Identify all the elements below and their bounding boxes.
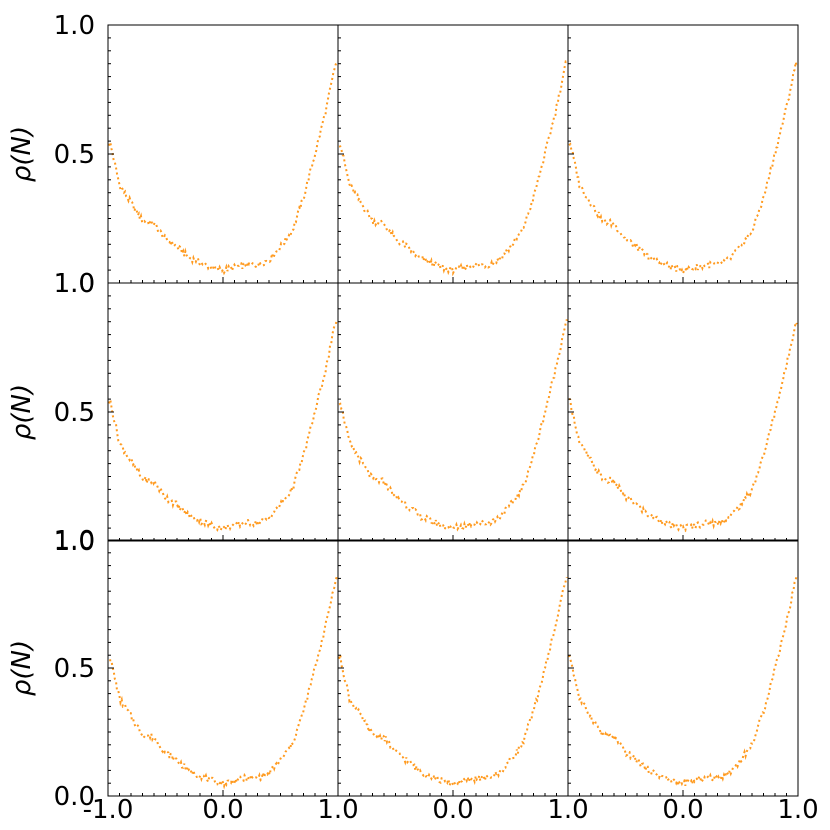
x-tick-label: 1.0 xyxy=(777,795,818,825)
panel-r1c2 xyxy=(567,282,799,542)
dotted-series-line xyxy=(338,60,568,277)
dotted-series-line xyxy=(568,575,798,789)
y-tick-label: 0.0 xyxy=(54,782,95,812)
panel-r1c0 xyxy=(107,282,339,542)
panel-frame xyxy=(337,24,569,284)
x-tick-label: 0.0 xyxy=(662,795,703,825)
dotted-series-line xyxy=(108,62,338,276)
panel-r2c0 xyxy=(107,539,339,797)
x-tick-label: 0.0 xyxy=(432,795,473,825)
dotted-series-line xyxy=(108,320,338,533)
y-tick-label: 1.0 xyxy=(54,527,95,557)
x-tick-label: 1.0 xyxy=(547,795,588,825)
dotted-series-line xyxy=(109,576,338,790)
panel-r1c1 xyxy=(337,282,569,542)
dotted-series-line xyxy=(338,319,568,532)
panel-r2c2 xyxy=(567,539,799,797)
panel-frame xyxy=(107,539,339,797)
y-tick-label: 1.0 xyxy=(54,269,95,299)
panel-r0c1 xyxy=(337,24,569,284)
panel-frame xyxy=(337,539,569,797)
panel-frame xyxy=(337,282,569,542)
x-tick-label: 0.0 xyxy=(202,795,243,825)
panel-r2c1 xyxy=(337,539,569,797)
panel-frame xyxy=(107,282,339,542)
y-tick-label: 0.5 xyxy=(54,398,95,428)
y-tick-label: 1.0 xyxy=(54,269,95,299)
dotted-series-line xyxy=(568,319,798,533)
panel-frame xyxy=(567,282,799,542)
panel-r0c0 xyxy=(107,24,339,284)
y-axis-label: ρ(N) xyxy=(7,384,37,440)
y-tick-label: 1.0 xyxy=(54,526,95,556)
panel-frame xyxy=(567,539,799,797)
x-tick-label: -1.0 xyxy=(83,795,134,825)
dotted-series-line xyxy=(568,61,798,276)
y-tick-label: 0.5 xyxy=(54,140,95,170)
y-axis-label: ρ(N) xyxy=(7,126,37,182)
y-axis-label: ρ(N) xyxy=(7,640,37,696)
y-tick-label: 1.0 xyxy=(54,11,95,41)
panel-frame xyxy=(567,24,799,284)
panel-r0c2 xyxy=(567,24,799,284)
panel-frame xyxy=(107,24,339,284)
dotted-series-line xyxy=(338,576,568,789)
y-tick-label: 0.5 xyxy=(54,654,95,684)
x-tick-label: 1.0 xyxy=(317,795,358,825)
